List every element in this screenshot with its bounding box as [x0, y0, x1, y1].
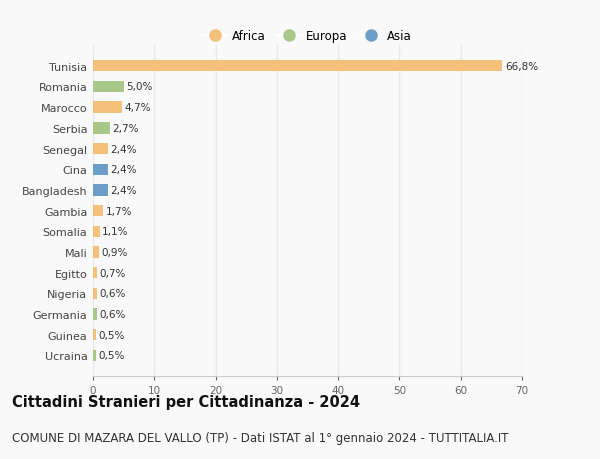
- Text: 66,8%: 66,8%: [505, 62, 538, 72]
- Bar: [93, 144, 108, 155]
- Text: 0,6%: 0,6%: [99, 289, 125, 299]
- Text: 2,7%: 2,7%: [112, 123, 139, 134]
- Text: 0,6%: 0,6%: [99, 309, 125, 319]
- Text: 1,7%: 1,7%: [106, 206, 133, 216]
- Bar: [93, 123, 110, 134]
- Text: 2,4%: 2,4%: [110, 165, 137, 175]
- Text: 1,1%: 1,1%: [102, 227, 128, 237]
- Bar: [93, 164, 108, 175]
- Bar: [93, 61, 502, 72]
- Text: COMUNE DI MAZARA DEL VALLO (TP) - Dati ISTAT al 1° gennaio 2024 - TUTTITALIA.IT: COMUNE DI MAZARA DEL VALLO (TP) - Dati I…: [12, 431, 509, 444]
- Bar: [93, 350, 96, 361]
- Text: 0,7%: 0,7%: [100, 268, 126, 278]
- Bar: [93, 268, 97, 279]
- Bar: [93, 206, 103, 217]
- Bar: [93, 309, 97, 320]
- Legend: Africa, Europa, Asia: Africa, Europa, Asia: [199, 25, 416, 48]
- Text: 0,5%: 0,5%: [98, 351, 125, 361]
- Bar: [93, 330, 96, 341]
- Text: 2,4%: 2,4%: [110, 185, 137, 196]
- Text: Cittadini Stranieri per Cittadinanza - 2024: Cittadini Stranieri per Cittadinanza - 2…: [12, 394, 360, 409]
- Bar: [93, 288, 97, 299]
- Text: 0,9%: 0,9%: [101, 247, 127, 257]
- Text: 4,7%: 4,7%: [124, 103, 151, 113]
- Bar: [93, 226, 100, 237]
- Text: 5,0%: 5,0%: [126, 82, 152, 92]
- Bar: [93, 247, 98, 258]
- Text: 0,5%: 0,5%: [98, 330, 125, 340]
- Text: 2,4%: 2,4%: [110, 144, 137, 154]
- Bar: [93, 82, 124, 93]
- Bar: [93, 102, 122, 113]
- Bar: [93, 185, 108, 196]
